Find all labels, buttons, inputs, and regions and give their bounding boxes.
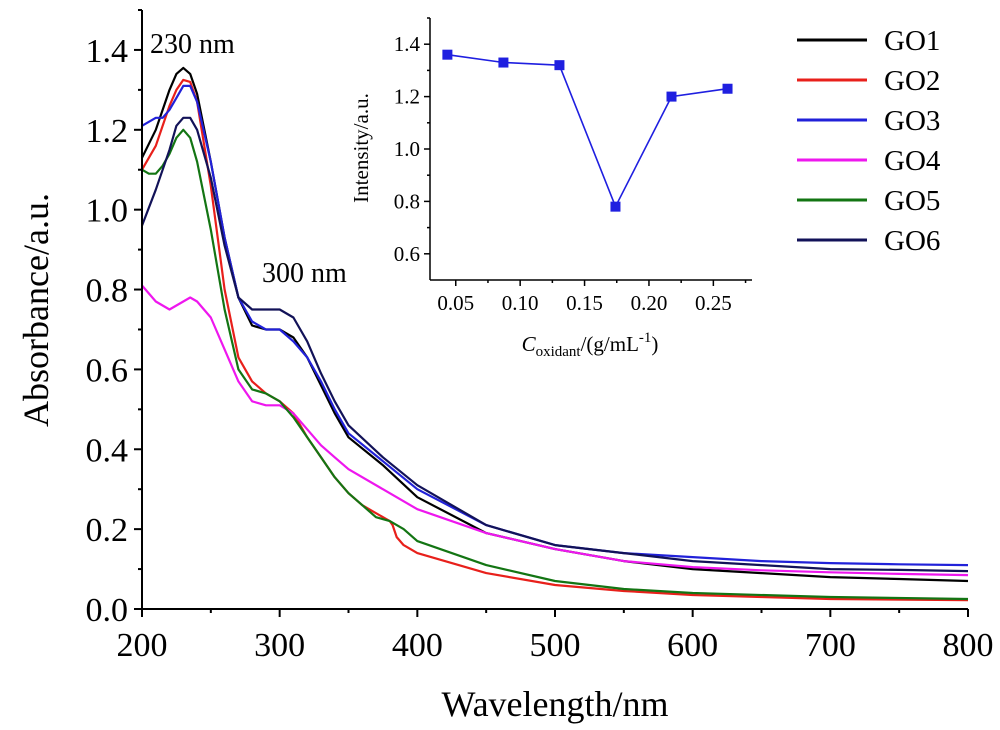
- inset-data-marker: [554, 60, 565, 71]
- annotation-230nm: 230 nm: [150, 29, 235, 60]
- inset-data-marker: [666, 91, 677, 102]
- inset-data-marker: [722, 83, 733, 94]
- x-tick-label: 500: [530, 627, 581, 664]
- series-line-go5: [141, 128, 969, 601]
- series-line-go6: [140, 116, 969, 573]
- legend-label-go3: GO3: [884, 105, 940, 137]
- series-line-go2: [141, 78, 969, 602]
- legend: GO1 GO2 GO3 GO4 GO5 GO6: [797, 25, 941, 257]
- series-line-go1: [141, 66, 969, 583]
- x-tick-label: 800: [943, 627, 994, 664]
- main-y-ticks: 0.0 0.2 0.4 0.6 0.8 1.0 1.2 1.4: [86, 9, 142, 629]
- inset-chart: 0.05 0.10 0.15 0.20 0.25 0.6 0.8 1.0 1.2 1.4 Int…: [349, 17, 752, 360]
- inset-y-axis-label: Intensity/a.u.: [349, 93, 373, 203]
- inset-x-ticks: 0.05 0.10 0.15 0.20 0.25: [437, 280, 747, 315]
- inset-y-tick-label: 0.6: [394, 242, 420, 266]
- legend-label-go5: GO5: [884, 185, 940, 217]
- legend-label-go4: GO4: [884, 145, 941, 177]
- x-tick-label: 600: [667, 627, 718, 664]
- y-tick-label: 0.2: [86, 512, 129, 549]
- inset-series: [442, 49, 733, 212]
- inset-y-tick-label: 1.2: [394, 85, 420, 109]
- legend-label-go1: GO1: [884, 25, 940, 57]
- y-tick-label: 0.6: [86, 352, 129, 389]
- main-chart: 200 300 400 500 600 700 800 0.0 0.2 0.4 0.6 0.8 1.0…: [16, 9, 994, 724]
- inset-x-tick-label: 0.10: [502, 291, 539, 315]
- inset-y-tick-label: 1.0: [394, 137, 420, 161]
- y-tick-label: 0.4: [86, 432, 129, 469]
- inset-x-tick-label: 0.25: [695, 291, 732, 315]
- y-tick-label: 1.0: [86, 193, 129, 230]
- inset-series-line: [447, 53, 728, 209]
- main-x-ticks: 200 300 400 500 600 700 800: [117, 609, 994, 664]
- x-tick-label: 400: [392, 627, 443, 664]
- y-tick-label: 0.8: [86, 273, 129, 310]
- inset-x-axis-label: Coxidant/(g/mL-1): [522, 330, 659, 360]
- inset-x-tick-label: 0.15: [566, 291, 603, 315]
- series-line-go3: [141, 84, 969, 567]
- y-tick-label: 0.0: [86, 592, 129, 629]
- y-tick-label: 1.4: [86, 33, 129, 70]
- x-tick-label: 700: [805, 627, 856, 664]
- main-series-lines: [140, 66, 969, 602]
- x-tick-label: 200: [117, 627, 168, 664]
- inset-y-tick-label: 1.4: [394, 32, 421, 56]
- main-x-axis-label: Wavelength/nm: [441, 684, 668, 724]
- inset-y-tick-label: 0.8: [394, 189, 420, 213]
- inset-y-ticks: 0.6 0.8 1.0 1.2 1.4: [394, 17, 430, 266]
- inset-x-tick-label: 0.20: [631, 291, 668, 315]
- annotation-300nm: 300 nm: [262, 258, 347, 289]
- inset-x-tick-label: 0.05: [437, 291, 474, 315]
- inset-data-marker: [610, 201, 621, 212]
- y-tick-label: 1.2: [86, 113, 129, 150]
- inset-data-marker: [498, 57, 509, 68]
- x-tick-label: 300: [254, 627, 305, 664]
- series-line-go4: [141, 284, 969, 577]
- legend-label-go2: GO2: [884, 65, 940, 97]
- legend-label-go6: GO6: [884, 225, 940, 257]
- main-y-axis-label: Absorbance/a.u.: [16, 193, 56, 427]
- inset-data-marker: [442, 49, 453, 60]
